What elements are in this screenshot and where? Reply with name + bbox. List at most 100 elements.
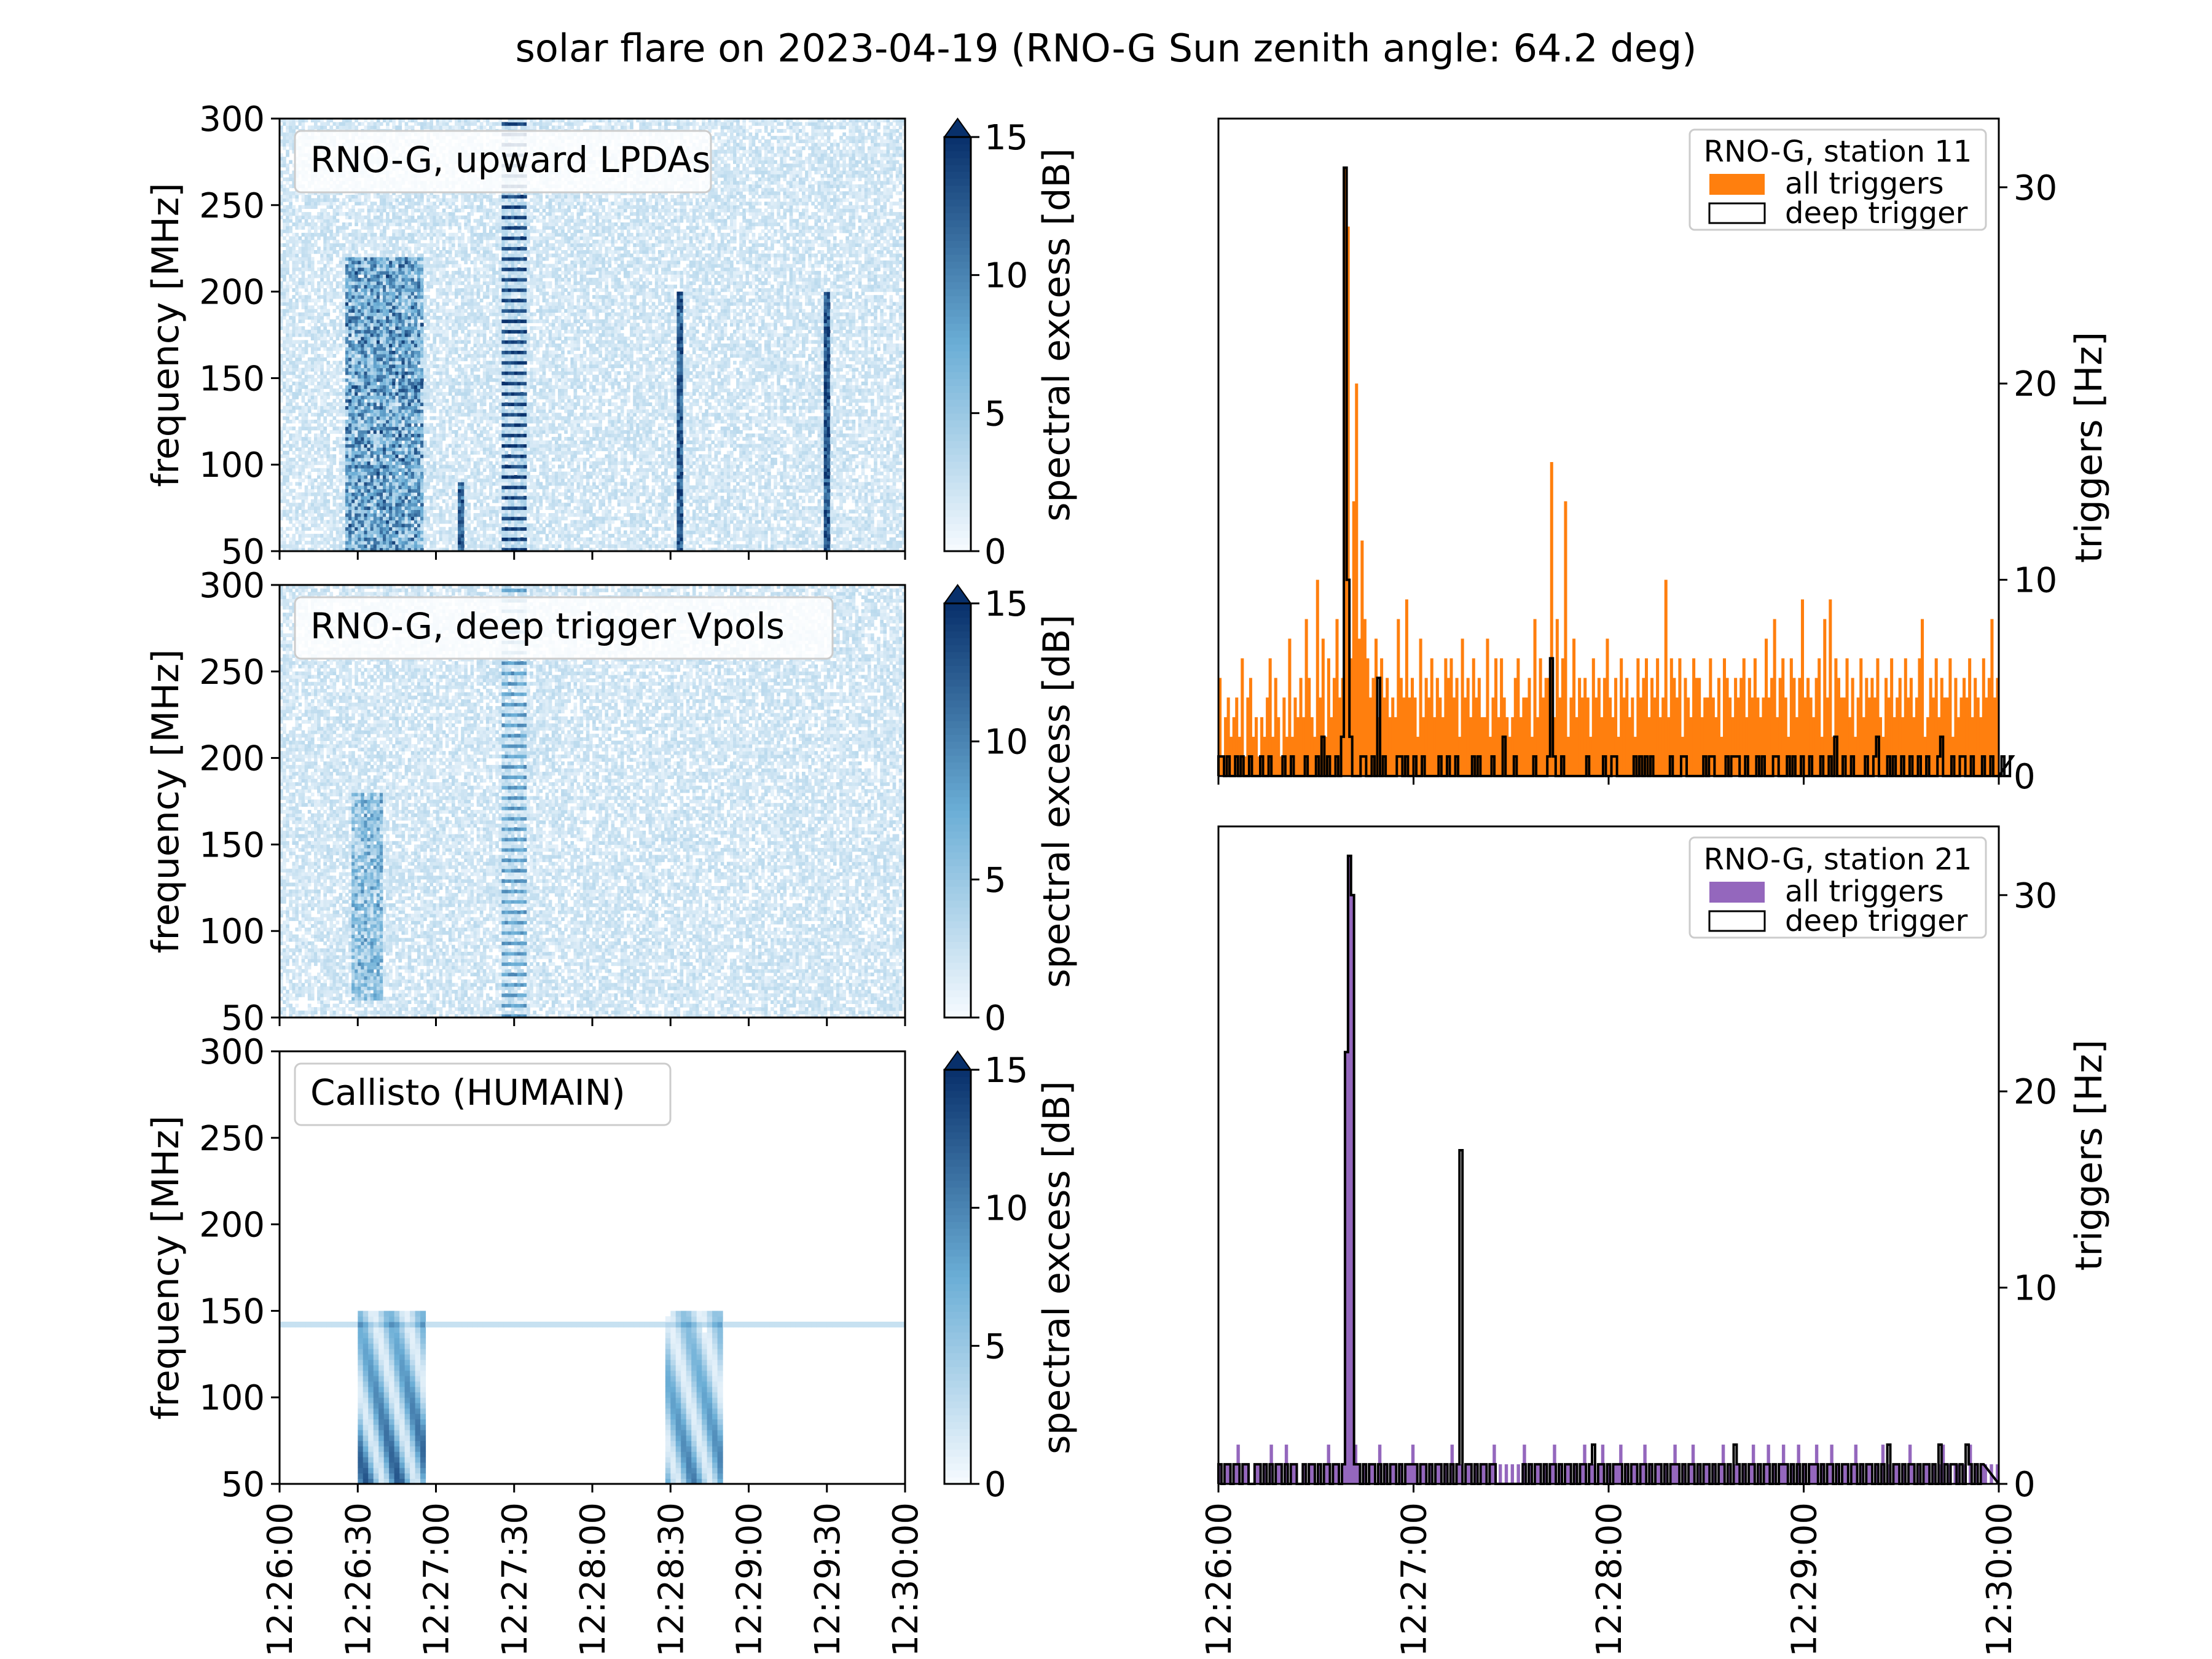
spectrogram-cell — [283, 382, 286, 385]
spectrogram-cell — [305, 267, 308, 271]
spectrogram-cell — [364, 243, 367, 247]
spectrogram-cell — [367, 233, 371, 237]
spectrogram-cell — [351, 274, 355, 278]
spectrogram-cell — [299, 375, 302, 378]
spectrogram-cell — [374, 416, 377, 420]
spectrogram-cell — [367, 340, 371, 343]
spectrogram-cell — [348, 243, 352, 247]
spectrogram-cell — [283, 500, 286, 503]
spectrogram-cell — [371, 454, 374, 458]
spectrogram-cell — [351, 375, 355, 378]
spectrogram-cell — [377, 354, 380, 358]
spectrogram-cell — [329, 465, 333, 468]
spectrogram-cell — [323, 198, 327, 202]
spectrogram-cell — [320, 541, 324, 544]
spectrogram-cell — [342, 506, 346, 510]
spectrogram-cell — [355, 444, 358, 447]
spectrogram-cell — [311, 343, 315, 347]
spectrogram-cell — [326, 396, 330, 399]
spectrogram-cell — [348, 513, 352, 517]
spectrogram-cell — [351, 288, 355, 292]
spectrogram-cell — [295, 506, 299, 510]
spectrogram-cell — [377, 350, 380, 354]
spectrogram-cell — [305, 465, 308, 468]
spectrogram-cell — [377, 541, 380, 544]
spectrogram-cell — [377, 447, 380, 451]
spectrogram-cell — [308, 409, 312, 413]
spectrogram-cell — [339, 281, 343, 285]
spectrogram-cell — [289, 195, 292, 198]
spectrogram-cell — [317, 506, 321, 510]
spectrogram-cell — [367, 524, 371, 527]
spectrogram-cell — [302, 513, 305, 517]
spectrogram-cell — [305, 534, 308, 538]
spectrogram-cell — [367, 482, 371, 485]
spectrogram-cell — [314, 320, 318, 323]
spectrogram-cell — [371, 208, 374, 212]
spectrogram-cell — [299, 208, 302, 212]
spectrogram-cell — [329, 420, 333, 423]
spectrogram-cell — [302, 441, 305, 444]
spectrogram-cell — [367, 254, 371, 257]
spectrogram-cell — [295, 530, 299, 534]
spectrogram-cell — [342, 292, 346, 296]
spectrogram-cell — [377, 309, 380, 313]
spectrogram-cell — [305, 261, 308, 264]
spectrogram-cell — [320, 278, 324, 281]
spectrogram-cell — [326, 198, 330, 202]
spectrogram-cell — [339, 402, 343, 406]
spectrogram-cell — [299, 413, 302, 417]
spectrogram-cell — [295, 513, 299, 517]
spectrogram-cell — [358, 458, 361, 461]
spectrogram-cell — [380, 420, 383, 423]
spectrogram-cell — [286, 350, 289, 354]
spectrogram-cell — [355, 524, 358, 527]
spectrogram-cell — [351, 299, 355, 302]
spectrogram-cell — [326, 333, 330, 337]
spectrogram-cell — [326, 212, 330, 216]
spectrogram-cell — [286, 420, 289, 423]
spectrogram-cell — [342, 264, 346, 268]
spectrogram-cell — [345, 216, 349, 219]
spectrogram-cell — [371, 326, 374, 330]
spectrogram-cell — [311, 330, 315, 334]
spectrogram-cell — [355, 392, 358, 396]
spectrogram-cell — [351, 406, 355, 410]
spectrogram-cell — [358, 278, 361, 281]
spectrogram-cell — [351, 302, 355, 306]
spectrogram-cell — [299, 506, 302, 510]
spectrogram-cell — [377, 216, 380, 219]
spectrogram-cell — [374, 261, 377, 264]
spectrogram-cell — [286, 333, 289, 337]
spectrogram-cell — [305, 309, 308, 313]
spectrogram-cell — [286, 243, 289, 247]
spectrogram-cell — [302, 264, 305, 268]
spectrogram-cell — [336, 426, 340, 430]
spectrogram-cell — [336, 254, 340, 257]
spectrogram-cell — [355, 202, 358, 205]
spectrogram-cell — [308, 229, 312, 233]
spectrogram-cell — [289, 437, 292, 441]
spectrogram-cell — [314, 202, 318, 205]
spectrogram-cell — [289, 320, 292, 323]
spectrogram-cell — [336, 430, 340, 434]
spectrogram-cell — [317, 299, 321, 302]
spectrogram-cell — [377, 358, 380, 361]
spectrogram-cell — [374, 396, 377, 399]
spectrogram-cell — [329, 271, 333, 275]
spectrogram-cell — [367, 534, 371, 538]
spectrogram-cell — [345, 479, 349, 482]
spectrogram-cell — [371, 530, 374, 534]
spectrogram-cell — [358, 330, 361, 334]
spectrogram-cell — [292, 468, 296, 472]
spectrogram-cell — [317, 195, 321, 198]
spectrogram-cell — [371, 305, 374, 309]
spectrogram-cell — [358, 409, 361, 413]
spectrogram-cell — [351, 237, 355, 240]
spectrogram-cell — [377, 423, 380, 427]
spectrogram-cell — [308, 295, 312, 299]
spectrogram-cell — [323, 399, 327, 402]
spectrogram-cell — [371, 226, 374, 230]
spectrogram-cell — [371, 485, 374, 489]
spectrogram-cell — [351, 350, 355, 354]
